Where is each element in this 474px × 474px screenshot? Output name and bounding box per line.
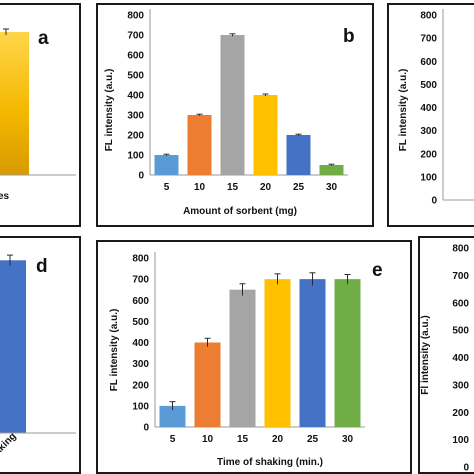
- panel-f-y-tick-label: 400: [452, 353, 469, 364]
- panel-e-y-tick-label: 700: [132, 275, 149, 286]
- panel-c-y-tick-label: 600: [420, 57, 437, 68]
- panel-label-d: d: [36, 256, 48, 277]
- panel-label-a: a: [38, 28, 49, 49]
- panel-c-frame: [387, 3, 474, 227]
- panel-b-y-axis-title: FL intensity (a.u.): [104, 69, 115, 152]
- panel-e-x-tick-label: 30: [342, 434, 354, 445]
- panel-e-bar: [264, 279, 291, 427]
- panel-b-x-tick-label: 15: [227, 182, 239, 193]
- panel-f-y-tick-label: 600: [452, 298, 469, 309]
- panel-e-x-tick-label: 25: [307, 434, 319, 445]
- panel-e-x-axis-title: Time of shaking (min.): [217, 457, 323, 468]
- panel-b-bar: [319, 165, 344, 175]
- panel-e-x-tick-label: 15: [237, 434, 249, 445]
- panel-e-y-tick-label: 400: [132, 338, 149, 349]
- panel-b-bar: [220, 35, 245, 175]
- panel-a-x-tick-fragment: es: [0, 191, 10, 202]
- panel-e-y-tick-label: 500: [132, 317, 149, 328]
- panel-b-x-tick-label: 25: [293, 182, 305, 193]
- panel-b-x-tick-label: 30: [326, 182, 338, 193]
- panel-b-y-tick-label: 100: [127, 151, 144, 162]
- panel-b-x-tick-label: 10: [194, 182, 206, 193]
- panel-e-bar: [229, 289, 256, 427]
- panel-b-y-tick-label: 700: [127, 31, 144, 42]
- panel-e-x-tick-label: 20: [272, 434, 284, 445]
- panel-a-bar: [0, 32, 29, 175]
- panel-label-e: e: [372, 260, 383, 281]
- panel-f-y-tick-label: 200: [452, 408, 469, 419]
- panel-f-frame: [418, 236, 474, 474]
- panel-e-bar: [194, 342, 221, 427]
- panel-e-x-tick-label: 10: [202, 434, 214, 445]
- panel-b-bar: [154, 155, 179, 175]
- panel-c-y-tick-label: 100: [420, 172, 437, 183]
- panel-f-y-tick-label: 0: [463, 463, 469, 474]
- panel-b-x-axis-title: Amount of sorbent (mg): [183, 206, 297, 217]
- panel-e-bar: [159, 405, 186, 427]
- panel-d-x-tick-fragment: aking: [0, 431, 19, 457]
- panel-label-b: b: [343, 26, 355, 47]
- panel-f-y-tick-label: 300: [452, 380, 469, 391]
- panel-d-bar: [0, 260, 26, 433]
- panel-e-y-tick-label: 300: [132, 359, 149, 370]
- panel-f-y-tick-label: 700: [452, 271, 469, 282]
- panel-f-y-tick-label: 500: [452, 326, 469, 337]
- panel-f-y-tick-label: 100: [452, 435, 469, 446]
- panel-e-x-tick-label: 5: [170, 434, 176, 445]
- panel-c-y-tick-label: 800: [420, 11, 437, 22]
- panel-b-y-tick-label: 200: [127, 131, 144, 142]
- panel-e-y-tick-label: 0: [143, 423, 149, 434]
- panel-b-y-tick-label: 400: [127, 91, 144, 102]
- panel-b-y-tick-label: 500: [127, 71, 144, 82]
- panel-e-bar: [334, 279, 361, 427]
- panel-b-y-tick-label: 800: [127, 11, 144, 22]
- panel-b-y-tick-label: 300: [127, 111, 144, 122]
- panel-e-y-axis-title: FL intensity (a.u.): [109, 309, 120, 392]
- panel-b-y-tick-label: 0: [138, 171, 144, 182]
- panel-c-y-tick-label: 200: [420, 149, 437, 160]
- panel-e-bar: [299, 279, 326, 427]
- panel-b-x-tick-label: 20: [260, 182, 272, 193]
- panel-b-bar: [286, 135, 311, 175]
- panel-e-y-tick-label: 200: [132, 380, 149, 391]
- panel-f-y-tick-label: 800: [452, 244, 469, 255]
- panel-c-y-tick-label: 400: [420, 103, 437, 114]
- panel-b-y-tick-label: 600: [127, 51, 144, 62]
- panel-e-y-tick-label: 600: [132, 296, 149, 307]
- panel-c-y-tick-label: 700: [420, 34, 437, 45]
- panel-b-bar: [187, 115, 212, 175]
- panel-e-y-tick-label: 800: [132, 254, 149, 265]
- panel-c-y-tick-label: 500: [420, 80, 437, 91]
- panel-c-y-tick-label: 0: [431, 196, 437, 207]
- panel-f-y-axis-title: Fl intensity (a.u.): [420, 315, 431, 394]
- panel-b-x-tick-label: 5: [164, 182, 170, 193]
- panel-c-y-axis-title: FL intensity (a.u.): [398, 69, 409, 152]
- panel-e-y-tick-label: 100: [132, 401, 149, 412]
- panel-b-bar: [253, 95, 278, 175]
- panel-c-y-tick-label: 300: [420, 126, 437, 137]
